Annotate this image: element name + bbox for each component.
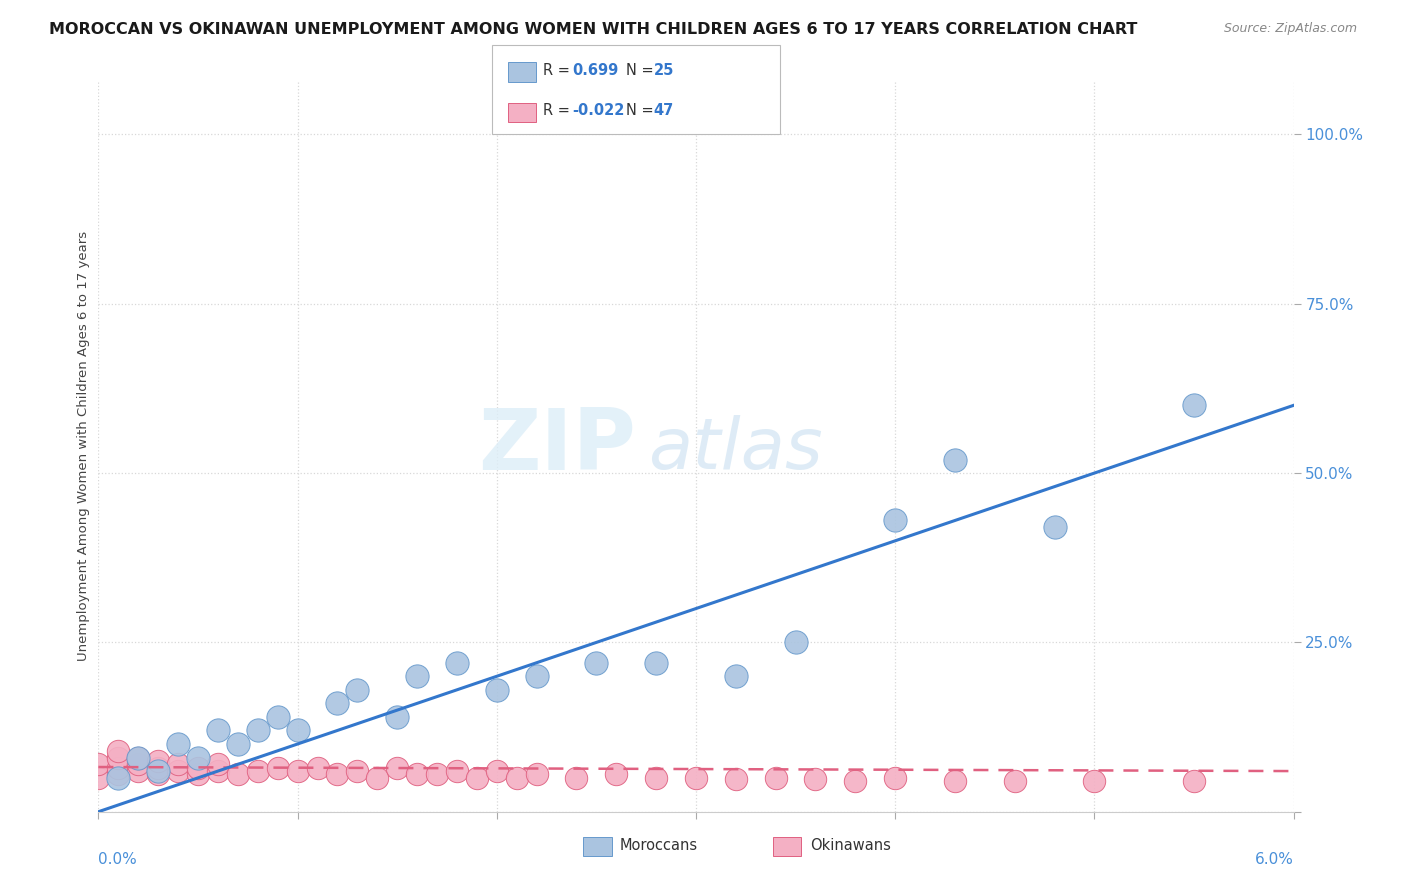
Point: [1182, 774, 1205, 789]
Point: [287, 723, 309, 738]
Point: [1182, 398, 1205, 412]
Text: Moroccans: Moroccans: [620, 838, 699, 853]
Point: [167, 737, 190, 751]
Point: [565, 771, 588, 785]
Point: [943, 774, 966, 789]
Point: [785, 635, 807, 649]
Point: [127, 757, 149, 772]
Point: [1043, 520, 1066, 534]
Point: [506, 771, 529, 785]
Point: [246, 723, 269, 738]
Point: [804, 772, 827, 787]
Point: [87, 757, 110, 772]
Point: [645, 656, 668, 670]
Point: [287, 764, 309, 778]
Point: [884, 514, 907, 528]
Point: [226, 767, 249, 781]
Point: [426, 767, 449, 781]
Point: [107, 744, 129, 758]
Point: [724, 669, 747, 683]
Text: Okinawans: Okinawans: [810, 838, 891, 853]
Point: [326, 767, 349, 781]
Point: [645, 771, 668, 785]
Text: R =: R =: [543, 103, 574, 118]
Point: [943, 452, 966, 467]
Point: [465, 771, 488, 785]
Point: [148, 761, 170, 775]
Point: [526, 669, 548, 683]
Point: [207, 723, 229, 738]
Point: [585, 656, 607, 670]
Point: [267, 761, 290, 775]
Point: [485, 764, 508, 778]
Point: [127, 750, 149, 764]
Point: [485, 682, 508, 697]
Text: MOROCCAN VS OKINAWAN UNEMPLOYMENT AMONG WOMEN WITH CHILDREN AGES 6 TO 17 YEARS C: MOROCCAN VS OKINAWAN UNEMPLOYMENT AMONG …: [49, 22, 1137, 37]
Point: [267, 710, 290, 724]
Point: [385, 710, 409, 724]
Point: [1083, 774, 1105, 789]
Point: [167, 764, 190, 778]
Y-axis label: Unemployment Among Women with Children Ages 6 to 17 years: Unemployment Among Women with Children A…: [77, 231, 90, 661]
Text: ZIP: ZIP: [478, 404, 637, 488]
Point: [765, 771, 787, 785]
Point: [406, 767, 429, 781]
Point: [346, 682, 368, 697]
Point: [148, 767, 170, 781]
Point: [406, 669, 429, 683]
Text: Source: ZipAtlas.com: Source: ZipAtlas.com: [1223, 22, 1357, 36]
Point: [187, 767, 209, 781]
Point: [346, 764, 368, 778]
Text: 6.0%: 6.0%: [1254, 852, 1294, 867]
Point: [167, 757, 190, 772]
Point: [107, 767, 129, 781]
Point: [526, 767, 548, 781]
Point: [844, 774, 866, 789]
Text: 25: 25: [654, 63, 673, 78]
Point: [884, 771, 907, 785]
Point: [148, 754, 170, 768]
Text: 0.699: 0.699: [572, 63, 619, 78]
Point: [724, 772, 747, 787]
Point: [187, 761, 209, 775]
Point: [127, 764, 149, 778]
Text: -0.022: -0.022: [572, 103, 624, 118]
Text: N =: N =: [626, 103, 658, 118]
Point: [307, 761, 329, 775]
Point: [1004, 774, 1026, 789]
Point: [207, 764, 229, 778]
Text: R =: R =: [543, 63, 574, 78]
Point: [246, 764, 269, 778]
Point: [107, 761, 129, 775]
Point: [366, 771, 388, 785]
Text: N =: N =: [626, 63, 658, 78]
Point: [446, 656, 468, 670]
Point: [207, 757, 229, 772]
Point: [326, 697, 349, 711]
Text: 0.0%: 0.0%: [98, 852, 138, 867]
Point: [87, 771, 110, 785]
Point: [127, 750, 149, 764]
Point: [187, 750, 209, 764]
Point: [685, 771, 707, 785]
Text: atlas: atlas: [648, 415, 823, 484]
Point: [107, 771, 129, 785]
Text: 47: 47: [654, 103, 673, 118]
Point: [446, 764, 468, 778]
Point: [385, 761, 409, 775]
Point: [605, 767, 627, 781]
Point: [226, 737, 249, 751]
Point: [148, 764, 170, 778]
Point: [107, 750, 129, 764]
